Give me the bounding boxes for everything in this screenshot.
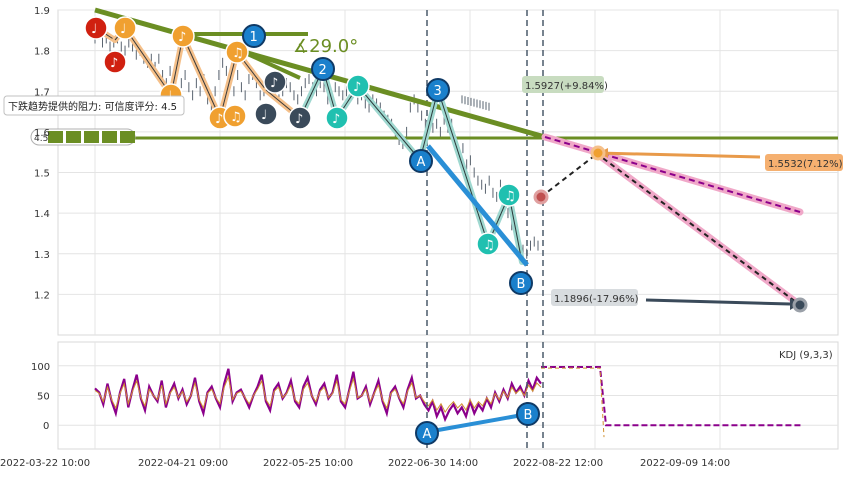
kdj-legend: KDJ (9,3,3) <box>779 350 833 361</box>
x-tick-label: 2022-06-30 14:00 <box>388 458 478 469</box>
note-glyph: ♪ <box>295 112 303 127</box>
wave-circle <box>509 271 533 295</box>
note-glyph: ♪ <box>353 80 361 95</box>
x-tick-label: 2022-04-21 09:00 <box>138 458 228 469</box>
rating-icon <box>48 131 63 143</box>
overlay-layer <box>3 7 843 449</box>
note-marker <box>113 16 137 40</box>
target-mid-box <box>765 154 843 171</box>
target-up-box <box>522 76 604 93</box>
note-glyph: ♩ <box>261 108 267 123</box>
rating-icon <box>84 131 99 143</box>
target-down-label: 1.1896(-17.96%) <box>554 294 639 305</box>
projection-mid-dot <box>590 145 606 161</box>
note-glyph: ♪ <box>270 76 278 91</box>
target-arrow-line <box>597 151 761 159</box>
kdj-y-tick-label: 0 <box>43 421 49 432</box>
projection-line <box>540 152 599 198</box>
note-glyph: ♩ <box>120 22 126 37</box>
resistance-box <box>3 95 185 116</box>
kdj-y-tick-label: 100 <box>31 362 50 373</box>
note-glyph: ♩ <box>91 22 97 37</box>
price-y-tick-label: 1.2 <box>34 290 50 301</box>
note-glyph: ♩ <box>166 89 172 104</box>
kdj-projection-2 <box>541 367 605 438</box>
kdj-y-tick-label: 50 <box>37 392 50 403</box>
note-glyph: ♫ <box>483 238 495 253</box>
resistance-label: 下跌趋势提供的阻力: 可信度评分: 4.5 <box>8 100 177 113</box>
note-marker <box>84 16 108 40</box>
note-glyph: ♫ <box>504 189 516 204</box>
wave-line-blue <box>426 144 529 267</box>
price-y-tick-label: 1.5 <box>34 169 50 180</box>
note-marker <box>325 106 349 130</box>
kdj-projection <box>541 365 802 427</box>
price-y-tick-label: 1.3 <box>34 250 50 261</box>
wave-line <box>419 89 439 161</box>
note-marker <box>497 183 521 207</box>
price-y-tick-label: 1.6 <box>34 128 50 139</box>
wave-line <box>182 35 221 119</box>
note-marker <box>171 24 195 48</box>
target-arrow-line <box>645 298 791 306</box>
note-marker <box>103 50 127 74</box>
wave-circle <box>242 24 266 48</box>
x-tick-label: 2022-05-25 10:00 <box>263 458 353 469</box>
rating-value: 4.5 <box>34 134 48 144</box>
note-marker <box>346 74 370 98</box>
price-y-tick-label: 1.8 <box>34 47 50 58</box>
wave-line <box>357 85 421 161</box>
kdj-point-label: A <box>423 427 432 442</box>
note-glyph: ♪ <box>215 112 223 127</box>
target-up-label: 1.5927(+9.84%) <box>525 81 608 92</box>
target-down-box <box>551 289 638 306</box>
rating-icon <box>102 131 117 143</box>
wave-label: 2 <box>319 63 327 78</box>
projection-end-dot <box>792 297 808 313</box>
note-glyph: ♪ <box>110 56 118 71</box>
note-glyph: ♫ <box>230 110 242 125</box>
price-y-tick-label: 1.7 <box>34 87 50 98</box>
note-marker <box>476 232 500 256</box>
x-tick-label: 2022-08-22 12:00 <box>513 458 603 469</box>
note-glyph: ♪ <box>178 30 186 45</box>
angle-label: ∡29.0° <box>293 36 358 57</box>
note-marker <box>254 102 278 126</box>
projection-line <box>595 152 801 306</box>
wave-label: A <box>417 155 426 170</box>
grid-layer <box>57 9 839 450</box>
note-marker <box>263 70 287 94</box>
note-marker <box>225 40 249 64</box>
wave-label: 1 <box>250 30 258 45</box>
kdj-point-label: B <box>524 408 533 423</box>
x-tick-label: 2022-03-22 10:00 <box>0 458 90 469</box>
price-y-tick-label: 1.9 <box>34 6 50 17</box>
rating-icon <box>66 131 81 143</box>
wave-label: 3 <box>434 84 442 99</box>
kdj-point-circle <box>415 421 439 445</box>
kdj-point-circle <box>516 402 540 426</box>
note-glyph: ♪ <box>332 112 340 127</box>
wave-circle <box>409 149 433 173</box>
note-marker <box>223 104 247 128</box>
rating-icon <box>120 131 135 143</box>
price-y-tick-label: 1.4 <box>34 209 50 220</box>
projection-line <box>544 136 801 213</box>
wave-circle <box>311 57 335 81</box>
kdj-ab-line <box>426 412 529 434</box>
label-layer: 1.9 1.8 1.7 1.6 1.5 1.4 1.3 1.2 100 50 0 2022-03-22… <box>0 6 843 469</box>
note-glyph: ♫ <box>232 46 244 61</box>
series-layer <box>94 29 802 438</box>
note-marker <box>288 106 312 130</box>
projection-start-dot <box>533 189 549 205</box>
wave-label: B <box>517 277 526 292</box>
wave-circle <box>426 78 450 102</box>
wave-line <box>437 89 489 245</box>
x-tick-label: 2022-09-09 14:00 <box>640 458 730 469</box>
wave-line <box>124 27 172 96</box>
kdj-d-line <box>94 375 542 414</box>
target-mid-label: 1.5532(7.12%) <box>768 159 843 170</box>
